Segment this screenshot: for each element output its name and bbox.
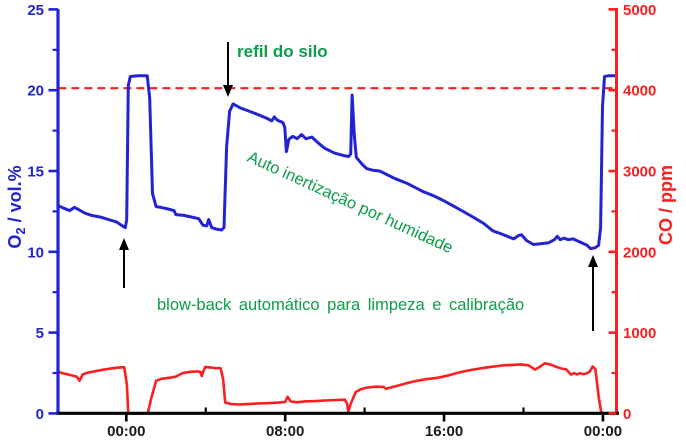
x-axis-tick-label: 08:00 [266, 423, 304, 440]
o2-series-line [56, 74, 618, 251]
y-right-axis-title: CO / ppm [656, 165, 676, 245]
y-right-tick-label: 3000 [623, 164, 656, 181]
annotation-refil-do-silo: refil do silo [237, 42, 328, 61]
blowback-arrow-right-head [588, 255, 598, 267]
x-axis-tick-label: 00:00 [107, 423, 145, 440]
y-right-tick-label: 2000 [623, 244, 656, 261]
chart-generated-layer: 0 5 10 15 20 25 0 1000 2000 3000 4000 5000 00:00 08:0… [27, 2, 656, 440]
blowback-arrow-left-head [119, 238, 129, 250]
y-right-tick-label: 1000 [623, 325, 656, 342]
y-right-tick-label: 5000 [623, 2, 656, 19]
y-right-tick-label: 4000 [623, 83, 656, 100]
y-left-tick-label: 0 [36, 406, 44, 423]
x-axis-tick-label: 00:00 [584, 423, 622, 440]
y-left-tick-label: 25 [27, 2, 44, 19]
co-series-line [57, 361, 618, 415]
y-left-tick-label: 15 [27, 164, 44, 181]
annotation-blow-back: blow-back automático para limpeza e cali… [157, 296, 525, 314]
x-axis-tick-label: 16:00 [425, 423, 463, 440]
y-left-tick-label: 5 [36, 325, 44, 342]
refil-arrow-head [223, 85, 233, 97]
y-left-tick-label: 10 [27, 244, 44, 261]
y-left-axis-title: O2 / vol.% [5, 165, 28, 248]
y-left-tick-label: 20 [27, 83, 44, 100]
y-right-tick-label: 0 [623, 406, 631, 423]
